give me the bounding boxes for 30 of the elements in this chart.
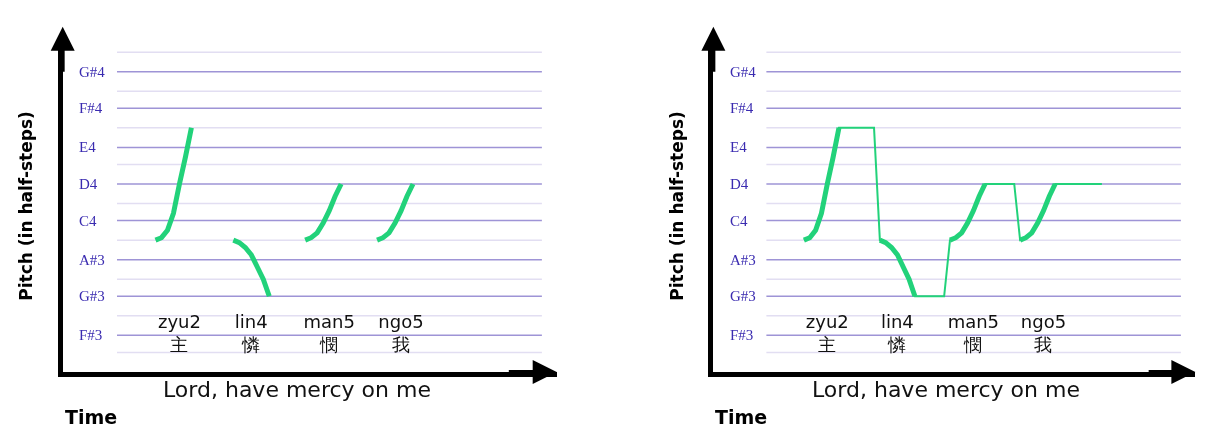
x-axis-title: Time bbox=[715, 406, 768, 428]
x-tick-label: man5 憫 bbox=[947, 310, 1000, 355]
ref-line-label: G#4 bbox=[730, 64, 757, 80]
x-tick-label: lin4 憐 bbox=[880, 310, 914, 355]
ref-line-label: C4 bbox=[79, 213, 97, 229]
x-tick-label: ngo5 我 bbox=[378, 310, 424, 355]
x-axis-title: Time bbox=[65, 406, 118, 428]
x-tick-label: man5 憫 bbox=[303, 310, 355, 355]
text: Lord, have mercy on me bbox=[163, 377, 431, 402]
x-tick-label: zyu2 主 bbox=[805, 310, 849, 355]
ref-line-label: E4 bbox=[730, 139, 748, 155]
ref-line-label: A#3 bbox=[730, 252, 756, 268]
y-axis-title: Pitch (in half-steps) bbox=[16, 111, 37, 301]
ref-line-label: G#3 bbox=[730, 288, 756, 304]
ref-line-label: F#4 bbox=[730, 100, 754, 116]
x-tick-label: zyu2 主 bbox=[157, 310, 201, 355]
ref-line-label: F#4 bbox=[79, 100, 103, 116]
y-axis-title: Pitch (in half-steps) bbox=[666, 111, 687, 301]
text: Lord, have mercy on me bbox=[812, 377, 1080, 402]
x-tick-label: lin4 憐 bbox=[234, 310, 268, 355]
ref-line-label: F#3 bbox=[730, 327, 754, 343]
ref-line-label: D4 bbox=[730, 176, 749, 192]
ref-line-label: A#3 bbox=[79, 252, 105, 268]
ref-line-label: G#4 bbox=[79, 64, 106, 80]
ref-line-label: E4 bbox=[79, 139, 97, 155]
x-tick-label: ngo5 我 bbox=[1020, 310, 1067, 355]
ref-line-label: C4 bbox=[730, 213, 748, 229]
ref-line-label: F#3 bbox=[79, 327, 103, 343]
ref-line-label: D4 bbox=[79, 176, 98, 192]
ref-line-label: G#3 bbox=[79, 288, 105, 304]
